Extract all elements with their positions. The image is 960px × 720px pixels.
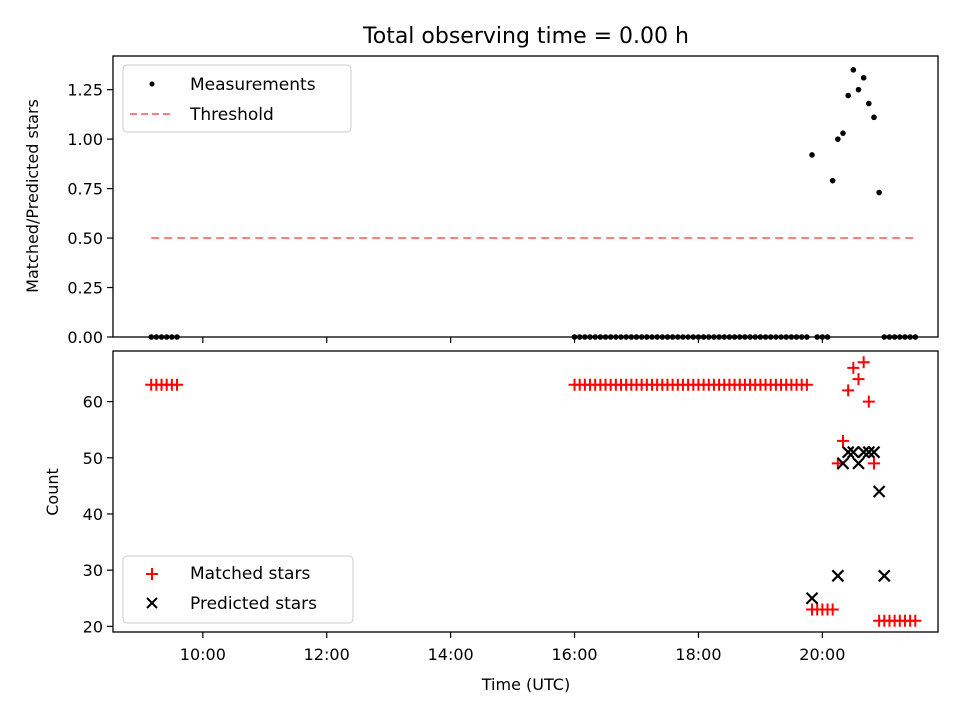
chart-title: Total observing time = 0.00 h [362,24,689,49]
matched-stars-point [837,434,850,447]
predicted-stars-point [831,569,845,583]
matched-stars-point [842,384,855,397]
predicted-stars-point [862,445,876,459]
top-axes-frame [112,55,939,338]
measurement-point [876,189,882,196]
measurement-point [835,136,841,142]
matched-stars-point [857,356,870,369]
bottom-axes-frame [112,350,939,633]
top-plot-area [148,67,919,340]
x-tick-label: 20:00 [799,645,845,664]
predicted-stars-point [841,445,855,459]
top-y-tick-label: 0.75 [67,180,103,199]
bottom-y-tick-label: 30 [83,561,103,580]
x-tick-label: 14:00 [428,645,474,664]
measurement-point [850,67,857,73]
matched-stars-point [909,614,922,627]
x-tick-label: 16:00 [551,645,597,664]
x-tick-label: 10:00 [180,645,226,664]
x-tick-label: 12:00 [304,645,350,664]
measurement-point [845,92,851,99]
top-y-tick-label: 0.50 [67,229,103,248]
top-legend: Measurements Threshold [122,64,352,133]
matched-stars-point [852,373,865,386]
measurement-point [840,130,846,136]
top-y-tick-label: 0.00 [67,328,103,347]
predicted-stars-point [872,485,886,498]
bottom-y-tick-label: 50 [83,449,103,468]
bottom-plot-area [145,356,922,627]
predicted-stars-point [857,445,870,459]
legend-predicted-marker [146,597,158,609]
matched-stars-point [867,457,880,470]
top-y-tick-label: 0.25 [67,279,103,298]
predicted-stars-point [847,445,860,459]
predicted-stars-point [836,457,850,470]
bottom-y-tick-label: 60 [83,393,103,412]
matched-stars-point [862,395,875,408]
legend-measurements-marker [149,81,155,87]
matched-stars-point [847,361,860,374]
legend-predicted-label: Predicted stars [190,594,317,614]
matched-stars-point [800,378,813,391]
measurement-point [860,74,867,81]
predicted-stars-point [878,569,891,583]
top-y-axis-label: Matched/Predicted stars [23,99,42,293]
measurement-point [866,100,872,107]
bottom-y-tick-label: 40 [83,505,103,524]
measurement-point [871,114,877,121]
predicted-stars-point [852,457,865,470]
predicted-stars-point [805,592,819,605]
top-y-tick-label: 1.00 [67,130,103,149]
measurement-point [829,177,836,184]
legend-threshold-label: Threshold [189,105,274,125]
bottom-y-axis-label: Count [43,468,62,516]
bottom-y-tick-label: 20 [83,617,103,636]
legend-matched-label: Matched stars [190,564,310,584]
top-legend-box [122,64,352,133]
bottom-legend-box [122,555,354,624]
measurement-point [809,152,815,158]
legend-measurements-label: Measurements [190,75,316,95]
x-axis-label: Time (UTC) [481,675,570,694]
predicted-stars-point [867,445,881,459]
x-tick-label: 18:00 [675,645,721,664]
measurement-point [855,86,862,93]
legend-matched-marker [146,568,158,580]
top-y-tick-label: 1.25 [67,81,103,100]
matched-stars-point [171,378,184,391]
matched-stars-point [826,603,839,616]
bottom-legend: Matched stars Predicted stars [122,555,354,624]
